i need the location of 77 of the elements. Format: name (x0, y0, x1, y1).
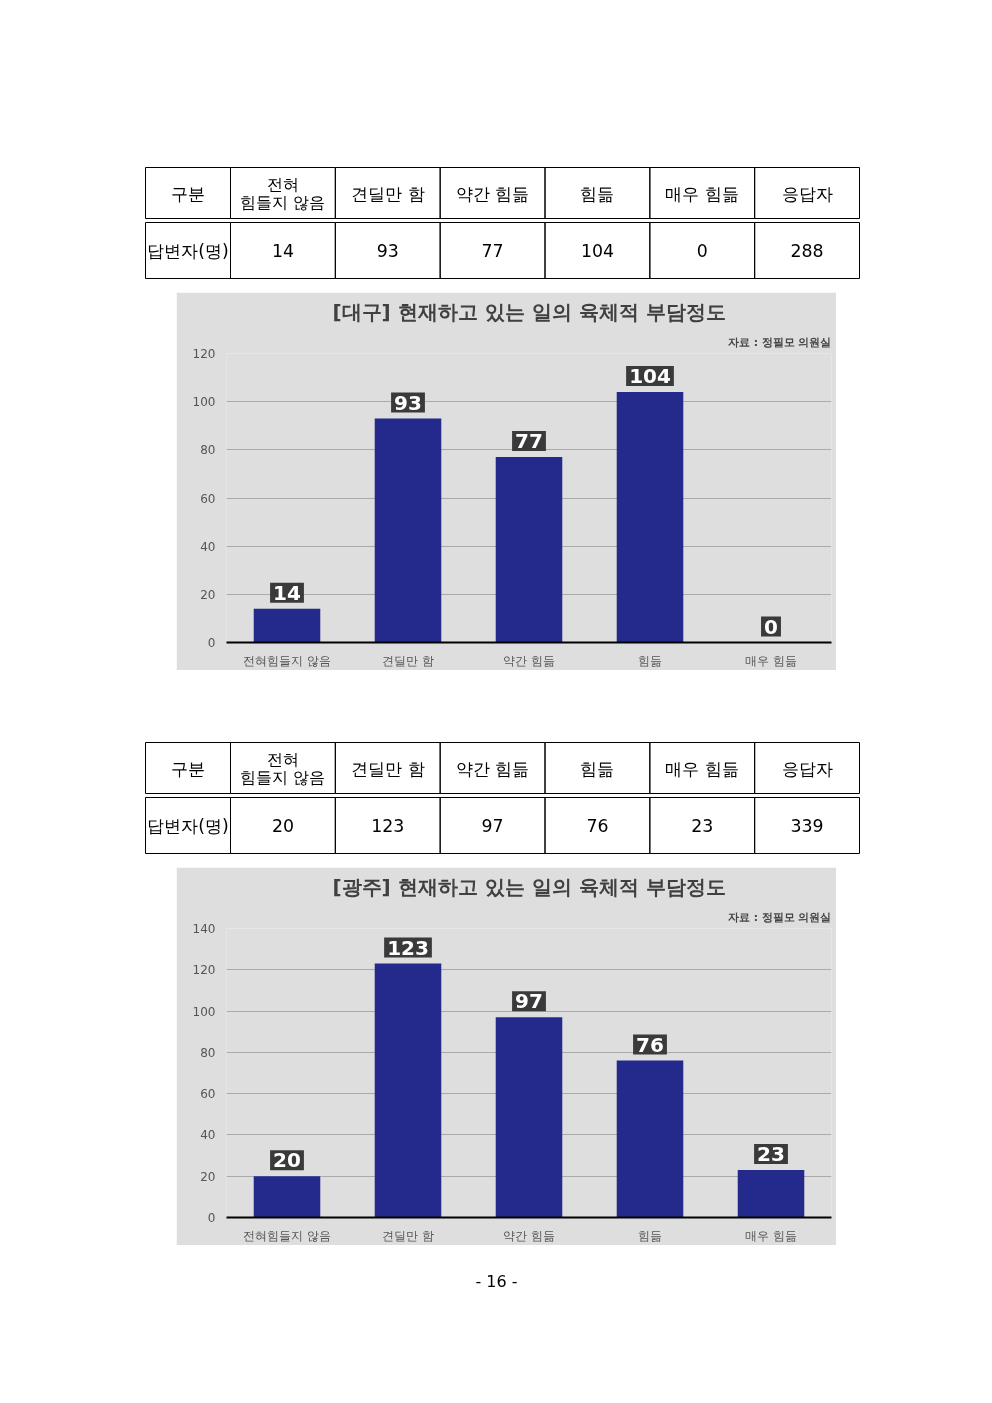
x-tick-label: 힘듦 (638, 653, 662, 668)
y-tick-label: 20 (200, 587, 216, 602)
data-label: 0 (696, 241, 708, 261)
data-label: 76 (636, 1032, 664, 1057)
bar (253, 1176, 321, 1218)
y-tick-label: 40 (200, 1128, 216, 1143)
bar (374, 418, 442, 643)
bar (616, 1060, 684, 1218)
data-label: 104 (580, 241, 614, 261)
x-tick-label: 약간 힘듦 (503, 653, 555, 668)
text: - 16 - (475, 1272, 518, 1291)
y-tick-label: 140 (192, 922, 216, 936)
x-tick-label: 힘듦 (638, 1228, 662, 1243)
x-tick-label: 견딜만 함 (382, 653, 434, 668)
x-tick-label: 매우 힘듦 (745, 1228, 797, 1243)
chart-title: [광주] 현재하고 있는 일의 육체적 부담정도 (332, 874, 726, 899)
data-label: 20 (273, 1148, 301, 1173)
data-label: 77 (515, 429, 543, 454)
data-label: 23 (757, 1142, 785, 1167)
x-tick-label: 전혀힘들지 않음 (243, 653, 331, 668)
y-tick-label: 80 (200, 1045, 216, 1060)
y-tick-label: 60 (200, 1087, 216, 1102)
y-tick-label: 100 (192, 395, 216, 410)
category-label: 매우 힘듦 (665, 758, 740, 779)
y-tick-label: 120 (192, 963, 216, 978)
text: 구분 (171, 758, 205, 779)
text: 답변자(명) (147, 240, 229, 261)
bar (495, 457, 563, 643)
bar (737, 1170, 805, 1218)
data-label: 339 (790, 816, 824, 836)
data-label: 76 (586, 816, 609, 836)
data-label: 23 (691, 816, 714, 836)
data-label: 288 (790, 241, 824, 261)
data-label: 77 (481, 241, 504, 261)
category-label: 힘듦 (580, 758, 615, 779)
text: 자료 : 정필모 의원실 (728, 335, 832, 349)
x-tick-label: 약간 힘듦 (503, 1228, 555, 1243)
x-tick-label: 견딜만 함 (382, 1228, 434, 1243)
y-tick-label: 100 (192, 1004, 216, 1019)
y-tick-label: 80 (200, 443, 216, 458)
data-label: 97 (515, 989, 543, 1014)
category-label: 전혀 힘들지 않음 (240, 750, 326, 787)
category-label: 견딜만 함 (351, 758, 425, 779)
data-label: 123 (387, 935, 429, 960)
data-label: 93 (394, 390, 422, 415)
data-label: 0 (764, 614, 778, 639)
data-label: 93 (376, 241, 399, 261)
category-label: 약간 힘듦 (455, 183, 530, 204)
category-label: 응답자 (781, 183, 833, 204)
text: 자료 : 정필모 의원실 (728, 910, 832, 924)
x-tick-label: 매우 힘듦 (745, 653, 797, 668)
data-label: 97 (481, 816, 504, 836)
category-label: 응답자 (781, 758, 833, 779)
text: 답변자(명) (147, 815, 229, 836)
bar (253, 608, 321, 643)
y-tick-label: 0 (207, 1211, 216, 1225)
bar (495, 1017, 563, 1218)
category-label: 전혀 힘들지 않음 (240, 175, 326, 212)
data-label: 104 (629, 364, 671, 389)
text: 구분 (171, 183, 205, 204)
category-label: 견딜만 함 (351, 183, 425, 204)
bar (616, 392, 684, 643)
y-tick-label: 40 (200, 539, 216, 554)
chart-title: [대구] 현재하고 있는 일의 육체적 부담정도 (332, 299, 726, 324)
category-label: 약간 힘듦 (455, 758, 530, 779)
data-label: 123 (371, 816, 405, 836)
y-tick-label: 20 (200, 1169, 216, 1184)
y-tick-label: 120 (192, 347, 216, 361)
category-label: 힘듦 (580, 183, 615, 204)
data-label: 20 (271, 816, 294, 836)
data-label: 14 (273, 580, 301, 605)
y-tick-label: 0 (207, 636, 216, 650)
x-tick-label: 전혀힘들지 않음 (243, 1228, 331, 1243)
y-tick-label: 60 (200, 491, 216, 506)
data-label: 14 (271, 241, 294, 261)
bar (374, 963, 442, 1218)
category-label: 매우 힘듦 (665, 183, 740, 204)
